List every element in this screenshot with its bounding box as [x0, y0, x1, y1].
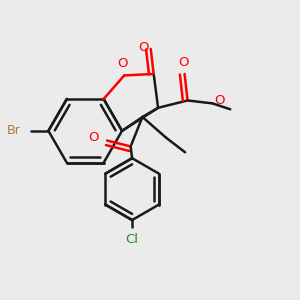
- Text: Br: Br: [7, 124, 20, 137]
- Text: Cl: Cl: [126, 233, 139, 246]
- Text: O: O: [88, 131, 98, 144]
- Text: O: O: [138, 41, 148, 54]
- Text: O: O: [214, 94, 224, 107]
- Text: O: O: [118, 56, 128, 70]
- Text: O: O: [178, 56, 188, 69]
